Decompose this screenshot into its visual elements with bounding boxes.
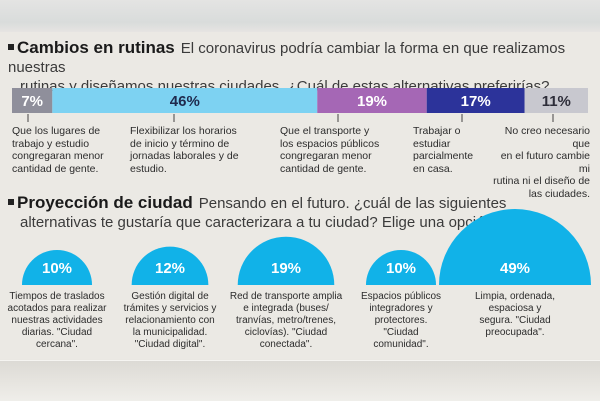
bar-segment-1 (52, 88, 318, 113)
infographic-card (0, 32, 600, 359)
city-option-line: preocupada". (485, 327, 545, 338)
city-option-line: "Ciudad digital". (134, 339, 206, 350)
city-option-line: diarias. "Ciudad (21, 327, 93, 338)
city-option-line: Limpia, ordenada, (474, 291, 556, 302)
bar-value-label: 17% (461, 93, 491, 110)
bar-segment-4 (524, 88, 588, 113)
top-blur-strip (0, 0, 600, 32)
routine-option-line: Flexibilizar los horarios (130, 125, 237, 137)
bar-segment-3 (426, 88, 525, 113)
city-option-line: Espacios públicos (360, 291, 442, 302)
city-option-label: Limpia, ordenada, espaciosa y segura. "Ciu… (460, 291, 570, 339)
routine-option-line: Que los lugares de (12, 125, 101, 137)
city-option-line: tranvías, metro/trenes, (235, 315, 337, 326)
bar-segment-0 (12, 88, 53, 113)
city-option-line: segura. "Ciudad (479, 315, 551, 326)
semicircle-mark (439, 209, 591, 285)
section-question-line1: Pensando en el futuro. ¿cuál de las sigu… (198, 195, 507, 212)
routine-option-line: jornadas laborales y de (130, 150, 239, 162)
routine-option-label: Que los lugares de trabajo y estudio congr… (12, 125, 122, 175)
routine-option-line: en casa. (413, 162, 453, 175)
city-option-line: nuestras actividades (11, 315, 103, 326)
routine-option-line: de inicio y término de (130, 137, 230, 150)
city-option-line: Gestión digital de (131, 291, 209, 302)
routine-option-label: Flexibilizar los horarios de inicio y tér… (130, 125, 270, 175)
bullet-square-icon (8, 44, 14, 50)
routine-option-line: Que el transporte y (280, 125, 370, 137)
city-option-line: ciclovías). "Ciudad (244, 327, 328, 338)
semicircle-value-label: 10% (386, 260, 416, 277)
routine-option-line: cantidad de gente. (280, 162, 367, 175)
city-option-label: Gestión digital de trámites y servicios y… (111, 291, 229, 351)
routine-option-label: Que el transporte y los espacios públicos… (280, 125, 400, 175)
routine-option-line: congregaran menor (280, 150, 372, 162)
semicircle-value-label: 19% (271, 260, 301, 277)
city-option-label: Espacios públicos integradores y protector… (354, 291, 449, 351)
routine-option-line: congregaran menor (12, 150, 104, 162)
semicircle-mark (365, 249, 437, 285)
routine-option-label: Trabajar o estudiar parcialmente en casa. (413, 125, 483, 175)
city-option-line: cercana". (36, 339, 78, 350)
city-option-line: relacionamiento con (125, 315, 215, 326)
routine-option-line: estudiar (413, 137, 451, 150)
city-option-line: e integrada (buses/ (243, 303, 329, 314)
semicircle-mark (21, 249, 93, 285)
routine-option-line: rutina ni el diseño de (493, 175, 590, 187)
routine-option-line: las ciudades. (528, 187, 590, 200)
bar-value-label: 7% (21, 93, 43, 110)
semicircle-value-label: 10% (42, 260, 72, 277)
semicircle-value-label: 49% (500, 260, 530, 277)
semicircle-value-label: 12% (155, 260, 185, 277)
routine-option-label: No creo necesario que en el futuro cambie… (490, 125, 590, 200)
routine-option-line: en el futuro cambie mi (500, 150, 590, 175)
city-option-line: protectores. (374, 315, 428, 326)
section-question-line2: alternativas te gustaría que caracteriza… (20, 214, 497, 231)
routine-option-line: trabajo y estudio (12, 137, 90, 150)
city-option-line: comunidad". (373, 339, 429, 350)
routine-option-line: parcialmente (413, 150, 474, 162)
section-title: Cambios en rutinas (17, 38, 175, 57)
routine-option-line: Trabajar o (413, 125, 461, 137)
section-title: Proyección de ciudad (17, 193, 193, 212)
bar-value-label: 46% (170, 93, 200, 110)
city-option-line: espaciosa y (488, 303, 542, 314)
section-heading-city: Proyección de ciudad Pensando en el futur… (8, 193, 593, 232)
semicircle-mark (131, 246, 209, 285)
bullet-square-icon (8, 199, 14, 205)
city-option-line: Red de transporte amplia (229, 291, 343, 302)
city-option-line: "Ciudad (383, 327, 419, 338)
bar-segment-2 (317, 88, 427, 113)
routine-option-line: cantidad de gente. (12, 162, 99, 175)
routine-option-line: No creo necesario que (504, 125, 590, 150)
city-option-line: acotados para realizar (7, 303, 107, 314)
city-option-line: la municipalidad. (132, 327, 208, 338)
city-option-line: integradores y (369, 303, 433, 314)
city-option-label: Tiempos de traslados acotados para realiz… (0, 291, 117, 351)
city-option-line: trámites y servicios y (123, 303, 217, 314)
bar-value-label: 19% (357, 93, 387, 110)
city-option-line: Tiempos de traslados (9, 291, 105, 302)
bottom-blur-strip (0, 360, 600, 401)
semicircle-mark (237, 236, 335, 285)
routine-option-line: los espacios públicos (280, 137, 380, 150)
city-option-line: conectada". (259, 339, 313, 350)
routine-option-line: estudio. (130, 162, 167, 175)
bar-value-label: 11% (542, 93, 571, 110)
city-option-label: Red de transporte amplia e integrada (bus… (224, 291, 349, 351)
section-question-line1: El coronavirus podría cambiar la forma e… (8, 40, 566, 76)
